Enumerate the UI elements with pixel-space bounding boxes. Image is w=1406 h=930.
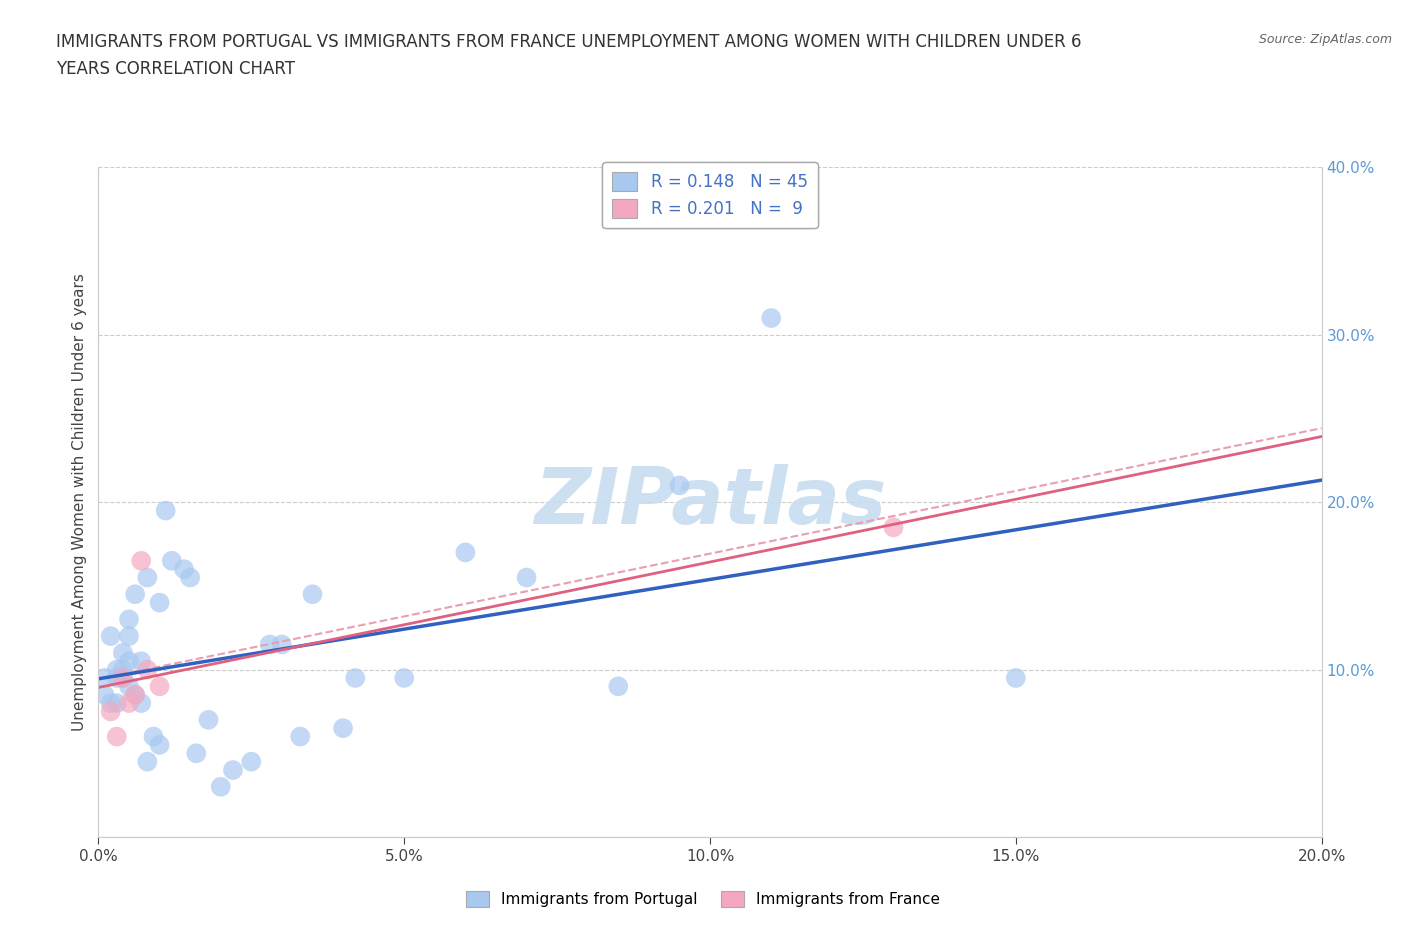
- Point: [100, 704, 122, 719]
- Point: [111, 662, 134, 677]
- Point: [118, 679, 141, 694]
- Point: [209, 779, 232, 794]
- Point: [759, 311, 782, 325]
- Point: [93, 687, 115, 702]
- Legend: R = 0.148   N = 45, R = 0.201   N =  9: R = 0.148 N = 45, R = 0.201 N = 9: [602, 163, 818, 228]
- Point: [118, 612, 141, 627]
- Point: [259, 637, 281, 652]
- Point: [173, 562, 195, 577]
- Point: [454, 545, 477, 560]
- Point: [392, 671, 416, 685]
- Point: [344, 671, 367, 685]
- Point: [136, 754, 159, 769]
- Point: [142, 729, 165, 744]
- Text: Source: ZipAtlas.com: Source: ZipAtlas.com: [1258, 33, 1392, 46]
- Point: [100, 629, 122, 644]
- Point: [136, 662, 159, 677]
- Point: [100, 696, 122, 711]
- Point: [118, 654, 141, 669]
- Point: [149, 679, 172, 694]
- Point: [111, 645, 134, 660]
- Point: [105, 671, 128, 685]
- Point: [155, 503, 177, 518]
- Point: [668, 478, 690, 493]
- Point: [93, 671, 115, 685]
- Point: [179, 570, 201, 585]
- Point: [111, 671, 134, 685]
- Text: ZIPatlas: ZIPatlas: [534, 464, 886, 540]
- Point: [883, 520, 905, 535]
- Point: [270, 637, 292, 652]
- Point: [124, 687, 146, 702]
- Y-axis label: Unemployment Among Women with Children Under 6 years: Unemployment Among Women with Children U…: [72, 273, 87, 731]
- Point: [136, 570, 159, 585]
- Point: [129, 654, 152, 669]
- Point: [186, 746, 208, 761]
- Point: [118, 629, 141, 644]
- Point: [118, 696, 141, 711]
- Point: [124, 687, 146, 702]
- Legend: Immigrants from Portugal, Immigrants from France: Immigrants from Portugal, Immigrants fro…: [460, 884, 946, 913]
- Point: [105, 696, 128, 711]
- Point: [149, 737, 172, 752]
- Point: [301, 587, 323, 602]
- Point: [222, 763, 245, 777]
- Point: [240, 754, 263, 769]
- Point: [197, 712, 219, 727]
- Point: [124, 587, 146, 602]
- Point: [111, 671, 134, 685]
- Point: [607, 679, 630, 694]
- Point: [290, 729, 312, 744]
- Point: [129, 696, 152, 711]
- Point: [516, 570, 538, 585]
- Text: YEARS CORRELATION CHART: YEARS CORRELATION CHART: [56, 60, 295, 78]
- Point: [332, 721, 354, 736]
- Point: [160, 553, 183, 568]
- Point: [105, 729, 128, 744]
- Point: [105, 662, 128, 677]
- Point: [1004, 671, 1026, 685]
- Text: IMMIGRANTS FROM PORTUGAL VS IMMIGRANTS FROM FRANCE UNEMPLOYMENT AMONG WOMEN WITH: IMMIGRANTS FROM PORTUGAL VS IMMIGRANTS F…: [56, 33, 1081, 50]
- Point: [149, 595, 172, 610]
- Point: [129, 553, 152, 568]
